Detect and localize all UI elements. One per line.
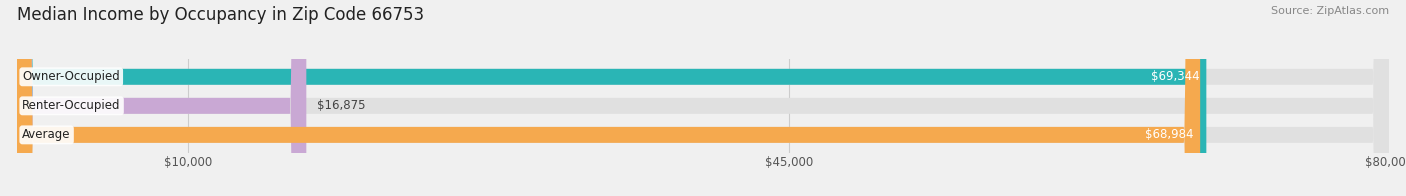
FancyBboxPatch shape <box>17 0 1206 196</box>
Text: $69,344: $69,344 <box>1152 70 1199 83</box>
FancyBboxPatch shape <box>17 0 1389 196</box>
FancyBboxPatch shape <box>17 0 1201 196</box>
FancyBboxPatch shape <box>17 0 1389 196</box>
FancyBboxPatch shape <box>17 0 307 196</box>
Text: Average: Average <box>22 128 70 141</box>
Text: Owner-Occupied: Owner-Occupied <box>22 70 120 83</box>
Text: Source: ZipAtlas.com: Source: ZipAtlas.com <box>1271 6 1389 16</box>
Text: Median Income by Occupancy in Zip Code 66753: Median Income by Occupancy in Zip Code 6… <box>17 6 425 24</box>
Text: $68,984: $68,984 <box>1144 128 1194 141</box>
Text: $16,875: $16,875 <box>318 99 366 112</box>
Text: Renter-Occupied: Renter-Occupied <box>22 99 121 112</box>
FancyBboxPatch shape <box>17 0 1389 196</box>
